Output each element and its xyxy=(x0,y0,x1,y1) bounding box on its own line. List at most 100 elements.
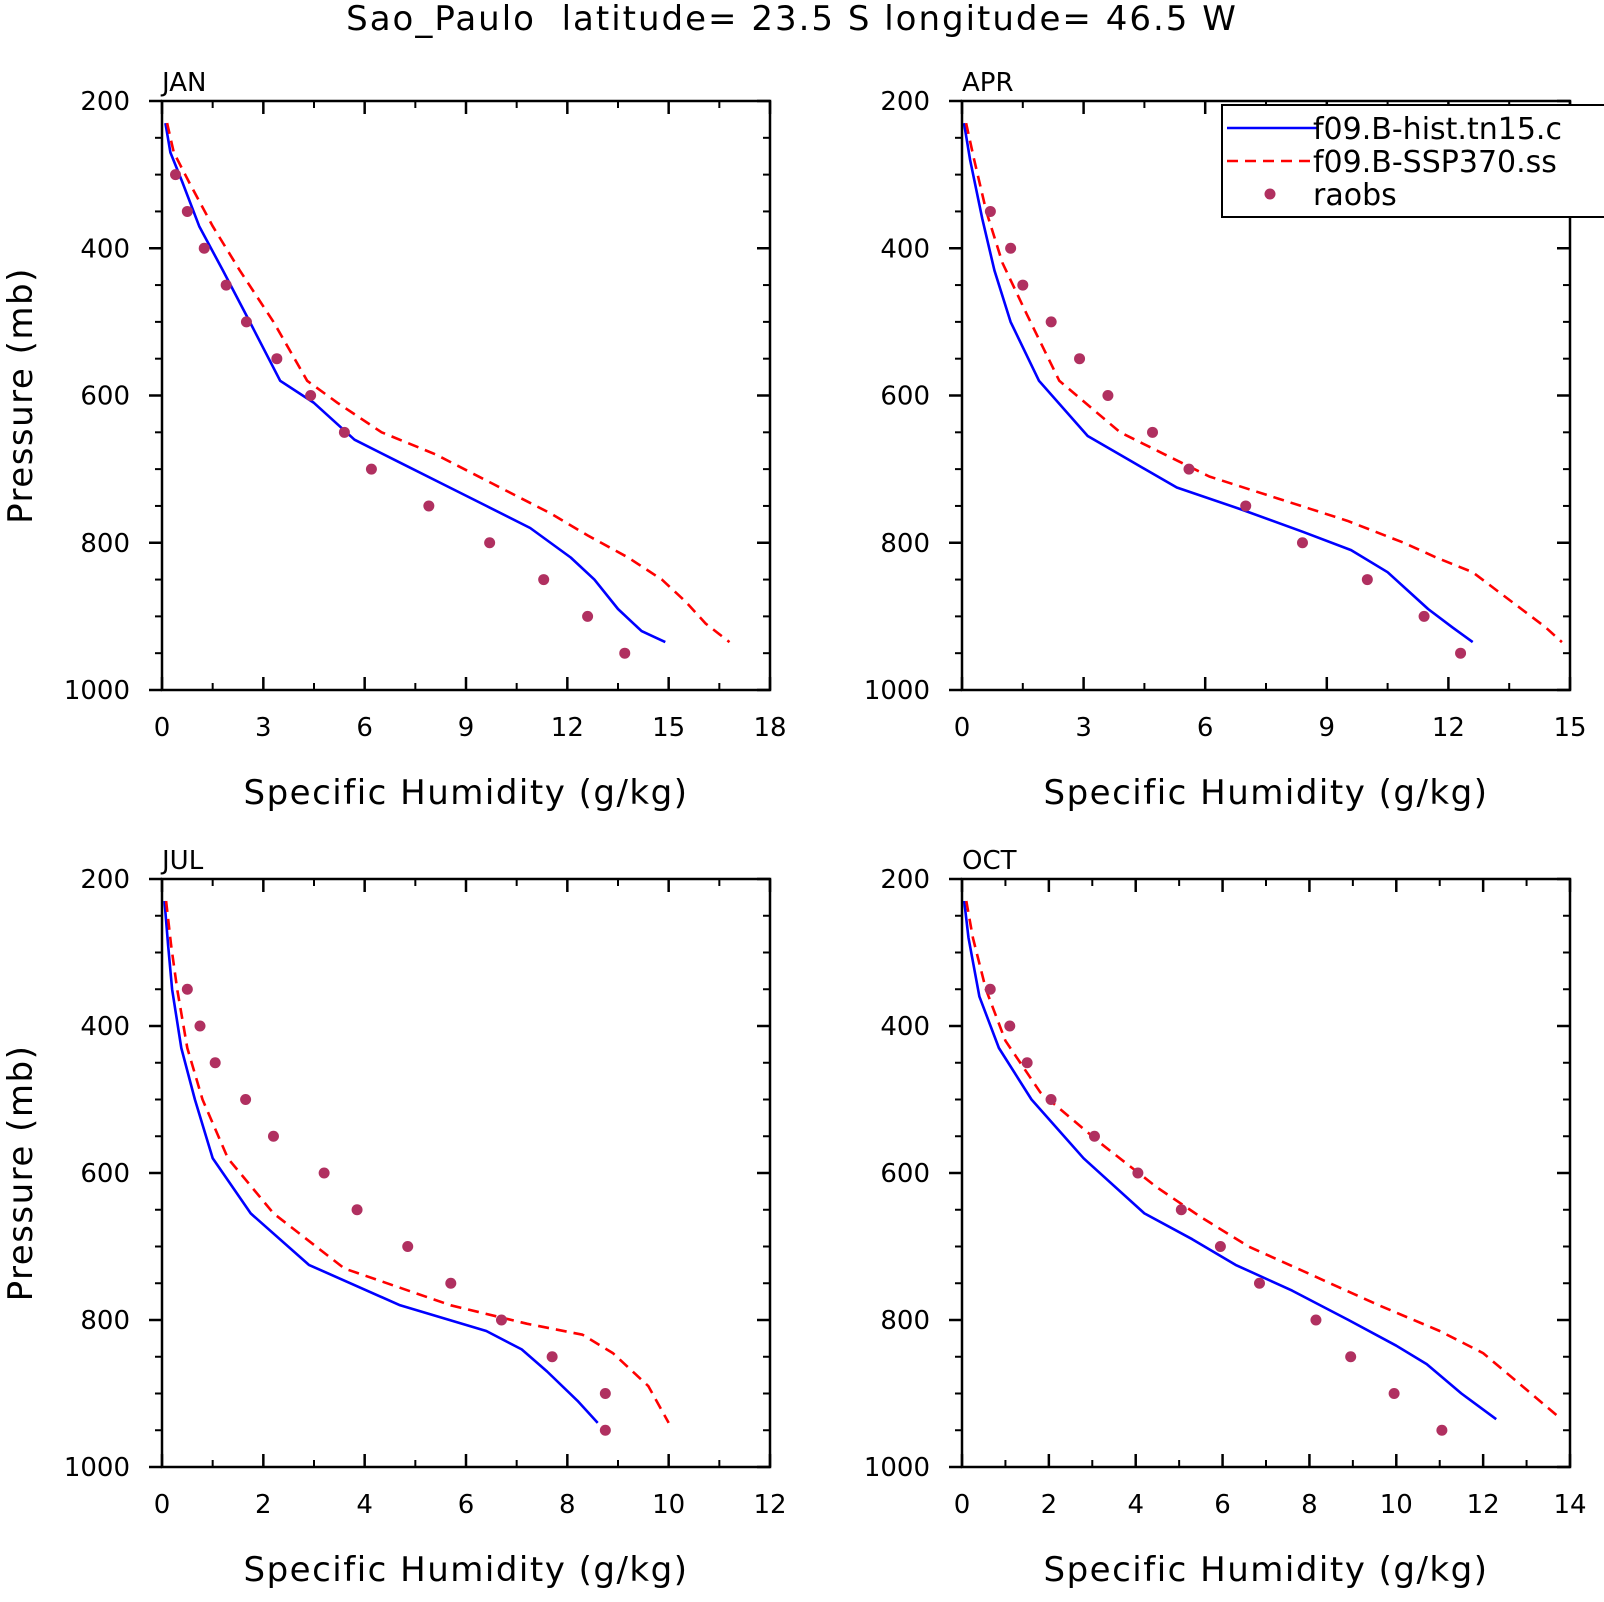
y-tick-label: 600 xyxy=(880,382,930,412)
series-group xyxy=(164,122,731,659)
raobs-point xyxy=(1021,1057,1033,1069)
y-tick-label: 200 xyxy=(80,865,130,895)
raobs-point xyxy=(338,426,350,438)
y-tick-label: 1000 xyxy=(864,676,930,706)
raobs-point xyxy=(1045,1094,1057,1105)
raobs-point xyxy=(619,647,631,659)
panel-label: JUL xyxy=(160,846,204,876)
series-group xyxy=(962,122,1563,659)
legend-label: f09.B-hist.tn15.c xyxy=(1313,112,1562,147)
raobs-point xyxy=(240,316,252,328)
panel-label: OCT xyxy=(962,846,1017,876)
raobs-point xyxy=(1005,242,1017,254)
raobs-point xyxy=(181,983,193,995)
panel-jan: 0 3 6 9 12 15 18 200 400 600 800 1000 JAN Specific Hu… xyxy=(1,68,787,813)
raobs-point xyxy=(1074,353,1086,365)
x-tick-label: 14 xyxy=(1553,1490,1586,1520)
raobs-point xyxy=(1296,537,1308,549)
raobs-point xyxy=(984,205,996,217)
y-tick-label: 600 xyxy=(80,1159,130,1189)
raobs-point xyxy=(1004,1020,1016,1032)
raobs-point xyxy=(318,1167,330,1179)
raobs-point xyxy=(198,242,210,254)
x-tick-label: 8 xyxy=(559,1490,576,1520)
x-tick-label: 8 xyxy=(1301,1490,1318,1520)
x-tick-label: 10 xyxy=(652,1490,685,1520)
plot-frame xyxy=(160,99,772,692)
raobs-point xyxy=(402,1241,414,1252)
x-tick-label: 12 xyxy=(551,713,584,743)
y-tick-label: 800 xyxy=(80,1306,130,1336)
x-tick-label: 6 xyxy=(1214,1490,1231,1520)
x-tick-label: 4 xyxy=(1127,1490,1144,1520)
raobs-point xyxy=(1345,1351,1357,1363)
raobs-point xyxy=(194,1020,206,1032)
raobs-point xyxy=(1102,390,1114,401)
x-tick-label: 0 xyxy=(954,1490,971,1520)
x-tick-label: 0 xyxy=(154,1490,171,1520)
x-tick-label: 15 xyxy=(652,713,685,743)
raobs-point xyxy=(538,574,550,586)
raobs-point xyxy=(984,983,996,995)
x-axis-label: Specific Humidity (g/kg) xyxy=(1044,1550,1489,1590)
x-tick-label: 2 xyxy=(1041,1490,1058,1520)
y-tick-label: 600 xyxy=(880,1159,930,1189)
raobs-point xyxy=(582,610,594,622)
x-tick-label: 6 xyxy=(458,1490,475,1520)
y-tick-label: 800 xyxy=(880,529,930,559)
raobs-point xyxy=(1253,1277,1265,1289)
x-tick-label: 15 xyxy=(1553,713,1586,743)
raobs-point xyxy=(305,390,317,401)
ssp370-series-line xyxy=(965,900,1563,1421)
x-tick-label: 9 xyxy=(1319,713,1336,743)
plot-frame xyxy=(160,877,772,1469)
y-tick-label: 800 xyxy=(80,529,130,559)
y-tick-label: 400 xyxy=(880,234,930,264)
y-tick-label: 1000 xyxy=(864,1453,930,1483)
x-tick-label: 2 xyxy=(255,1490,272,1520)
x-tick-label: 3 xyxy=(1075,713,1092,743)
y-tick-label: 1000 xyxy=(64,1453,130,1483)
plot-frame xyxy=(960,877,1572,1469)
x-axis-label: Specific Humidity (g/kg) xyxy=(1044,773,1489,813)
y-tick-label: 400 xyxy=(80,1012,130,1042)
x-tick-label: 10 xyxy=(1380,1490,1413,1520)
x-tick-label: 0 xyxy=(954,713,971,743)
raobs-point xyxy=(271,353,283,365)
raobs-point xyxy=(1147,426,1159,438)
y-axis-label: Pressure (mb) xyxy=(1,1045,41,1302)
panel-label: APR xyxy=(962,68,1014,98)
raobs-point xyxy=(1418,610,1430,622)
raobs-point xyxy=(1388,1388,1400,1399)
raobs-point xyxy=(1240,500,1252,512)
y-axis-label: Pressure (mb) xyxy=(1,267,41,524)
raobs-point xyxy=(1310,1314,1322,1326)
panel-apr: 0 3 6 9 12 15 200 400 600 800 1000 APR Specific Humi… xyxy=(864,68,1587,813)
raobs-point xyxy=(546,1351,558,1363)
hist-series-line xyxy=(163,900,599,1424)
y-tick-label: 200 xyxy=(880,865,930,895)
raobs-point xyxy=(240,1094,252,1105)
raobs-point xyxy=(599,1424,611,1436)
legend-label: f09.B-SSP370.ss xyxy=(1313,145,1557,180)
y-tick-label: 400 xyxy=(80,234,130,264)
raobs-point xyxy=(1214,1241,1226,1252)
y-tick-label: 200 xyxy=(80,87,130,117)
raobs-point xyxy=(1017,279,1029,291)
x-tick-label: 9 xyxy=(458,713,475,743)
x-tick-label: 0 xyxy=(154,713,171,743)
x-tick-label: 12 xyxy=(1432,713,1465,743)
y-tick-label: 1000 xyxy=(64,676,130,706)
hist-series-line xyxy=(962,122,1474,644)
raobs-point xyxy=(1455,647,1467,659)
raobs-point xyxy=(1175,1204,1187,1216)
x-tick-label: 3 xyxy=(255,713,272,743)
x-tick-label: 12 xyxy=(1467,1490,1500,1520)
x-axis-label: Specific Humidity (g/kg) xyxy=(244,1550,689,1590)
raobs-point xyxy=(220,279,232,291)
raobs-point xyxy=(1088,1130,1100,1142)
panel-jul: 0 2 4 6 8 10 12 200 400 600 800 1000 JUL Specific Hum… xyxy=(1,846,787,1590)
raobs-point xyxy=(1436,1424,1448,1436)
